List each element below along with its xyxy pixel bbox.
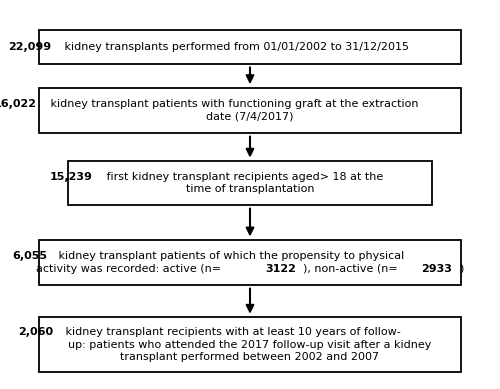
FancyBboxPatch shape	[39, 88, 461, 133]
FancyBboxPatch shape	[39, 240, 461, 285]
Text: up: patients who attended the 2017 follow-up visit after a kidney: up: patients who attended the 2017 follo…	[68, 340, 432, 350]
Text: activity was recorded: active (n=: activity was recorded: active (n=	[36, 264, 221, 273]
Text: 22,099: 22,099	[8, 42, 51, 52]
Text: 3122: 3122	[265, 264, 296, 273]
Text: kidney transplants performed from 01/01/2002 to 31/12/2015: kidney transplants performed from 01/01/…	[61, 42, 409, 52]
Text: time of transplantation: time of transplantation	[186, 184, 314, 194]
FancyBboxPatch shape	[39, 317, 461, 372]
Text: 15,239: 15,239	[50, 172, 92, 182]
FancyBboxPatch shape	[39, 30, 461, 64]
Text: ), non-active (n=: ), non-active (n=	[304, 264, 398, 273]
Text: 2,060: 2,060	[18, 327, 54, 337]
Text: kidney transplant patients of which the propensity to physical: kidney transplant patients of which the …	[56, 251, 405, 261]
Text: kidney transplant patients with functioning graft at the extraction: kidney transplant patients with function…	[46, 99, 418, 109]
FancyBboxPatch shape	[68, 161, 432, 205]
Text: 6,055: 6,055	[12, 251, 47, 261]
Text: kidney transplant recipients with at least 10 years of follow-: kidney transplant recipients with at lea…	[62, 327, 400, 337]
Text: first kidney transplant recipients aged> 18 at the: first kidney transplant recipients aged>…	[103, 172, 383, 182]
Text: date (7/4/2017): date (7/4/2017)	[206, 112, 294, 122]
Text: ): )	[459, 264, 464, 273]
Text: 2933: 2933	[420, 264, 452, 273]
Text: transplant performed between 2002 and 2007: transplant performed between 2002 and 20…	[120, 352, 380, 362]
Text: 16,022: 16,022	[0, 99, 36, 109]
